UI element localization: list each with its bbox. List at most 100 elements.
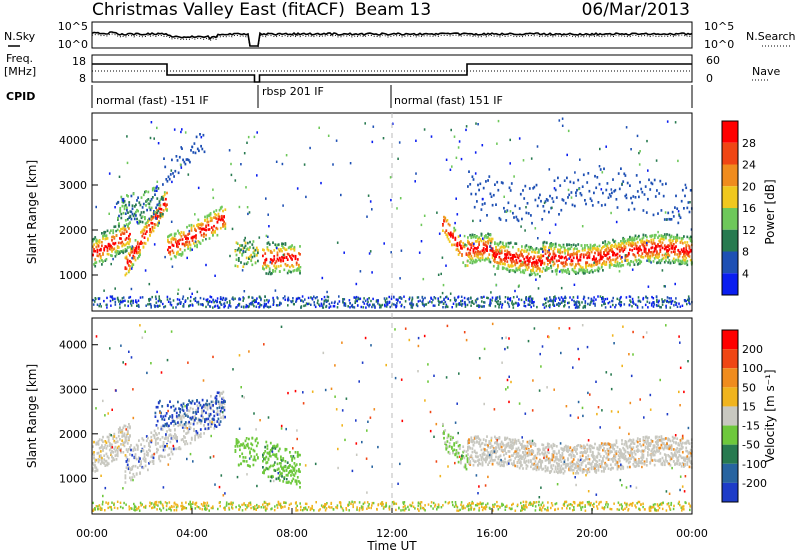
echo-pixel [95,466,98,470]
echo-pixel [154,438,157,441]
echo-pixel [480,305,483,308]
echo-pixel [156,437,158,441]
echo-pixel [524,184,527,188]
echo-pixel [159,399,161,403]
echo-pixel [497,261,500,265]
echo-pixel [649,251,652,254]
echo-pixel [661,303,664,306]
echo-pixel [292,265,295,268]
echo-pixel [134,453,137,456]
echo-pixel [548,259,550,262]
freq-tick-top: 18 [72,55,86,68]
echo-pixel [685,249,688,252]
echo-pixel [514,464,517,468]
echo-pixel [670,218,673,221]
echo-pixel [223,215,225,218]
echo-pixel [525,298,527,302]
echo-pixel [496,242,499,246]
echo-pixel [677,249,680,252]
echo-pixel [92,238,94,241]
echo-pixel [139,296,142,299]
echo-pixel [482,237,484,240]
echo-pixel [483,295,485,299]
echo-pixel [636,235,639,239]
echo-pixel [518,458,521,461]
echo-pixel [144,457,147,461]
echo-pixel [497,119,500,123]
echo-pixel [677,159,679,163]
echo-pixel [494,305,497,308]
echo-pixel [455,449,458,452]
echo-pixel [468,462,470,465]
echo-pixel [454,453,457,457]
echo-pixel [189,416,192,420]
echo-pixel [124,238,127,241]
echo-pixel [689,249,692,253]
echo-pixel [354,301,356,304]
echo-pixel [545,198,548,201]
echo-pixel [478,236,480,239]
echo-pixel [219,409,222,413]
echo-pixel [670,297,672,300]
echo-pixel [158,432,160,435]
echo-pixel [531,262,533,265]
echo-pixel [124,256,127,260]
echo-pixel [636,304,639,308]
echo-pixel [646,241,648,245]
echo-pixel [470,254,473,258]
echo-pixel [394,303,397,307]
echo-pixel [171,414,174,417]
echo-pixel [599,249,602,253]
echo-pixel [536,145,539,148]
echo-pixel [653,249,656,253]
echo-pixel [483,305,485,308]
echo-pixel [198,434,201,437]
echo-pixel [193,418,196,422]
echo-pixel [647,169,649,172]
echo-pixel [287,253,290,256]
echo-pixel [178,231,180,235]
echo-pixel [524,245,527,248]
echo-pixel [123,229,126,232]
echo-pixel [204,427,207,431]
echo-pixel [683,258,685,261]
echo-pixel [129,435,131,438]
echo-pixel [272,464,274,468]
echo-pixel [642,236,645,239]
echo-pixel [179,248,182,251]
echo-pixel [467,442,469,445]
echo-pixel [653,178,656,182]
echo-pixel [649,188,652,191]
echo-pixel [487,443,489,447]
echo-pixel [188,305,190,308]
echo-pixel [219,296,222,299]
echo-pixel [476,235,478,238]
echo-pixel [505,219,508,222]
echo-pixel [267,452,270,455]
echo-pixel [125,267,128,271]
echo-pixel [237,463,240,467]
echo-pixel [153,429,156,433]
echo-pixel [491,256,494,259]
echo-pixel [589,248,592,252]
echo-pixel [241,452,244,456]
echo-pixel [179,253,182,256]
echo-pixel [176,245,178,248]
echo-pixel [184,300,186,303]
echo-pixel [125,249,128,252]
echo-pixel [201,405,204,409]
echo-pixel [579,265,582,268]
echo-pixel [119,251,121,255]
echo-pixel [245,460,248,463]
echo-pixel [575,264,577,267]
echo-pixel [408,296,411,299]
echo-pixel [125,439,128,442]
echo-pixel [181,426,184,429]
colorbar-swatch [722,273,738,295]
echo-pixel [145,439,148,443]
echo-pixel [216,391,219,394]
echo-pixel [156,185,158,188]
echo-pixel [675,301,678,305]
echo-pixel [494,252,496,255]
echo-pixel [627,238,630,241]
